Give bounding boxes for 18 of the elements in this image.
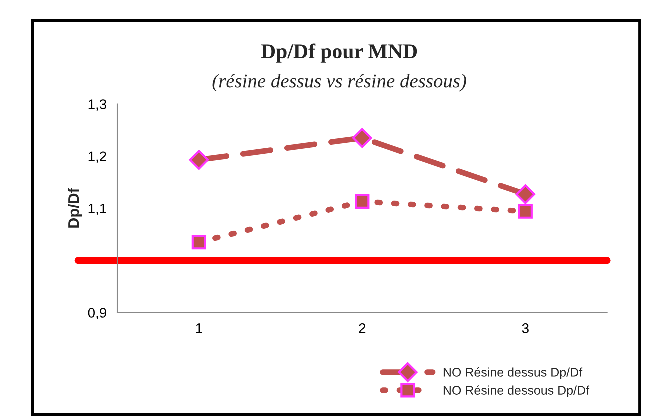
y-axis-title: Dp/Df [68,188,82,228]
point [355,194,370,210]
point [189,150,210,170]
point [352,128,372,148]
legend-label: NO Résine dessus Dp/Df [444,368,583,380]
chart-subtitle: (résine dessus vs résine dessous) [212,74,466,92]
x-tick-label: 3 [522,324,529,334]
y-tick-label: 0,9 [88,308,106,320]
point [192,235,206,250]
x-tick-label: 2 [359,324,366,334]
legend-label: NO Résine dessous Dp/Df [444,386,590,398]
chart-title: Dp/Df pour MND [261,44,418,63]
x-tick-label: 1 [196,324,202,334]
y-tick-label: 1,3 [88,100,107,112]
y-tick-label: 1,1 [88,204,106,216]
point [516,184,536,204]
point [518,204,533,219]
y-tick-label: 1,2 [88,152,106,164]
